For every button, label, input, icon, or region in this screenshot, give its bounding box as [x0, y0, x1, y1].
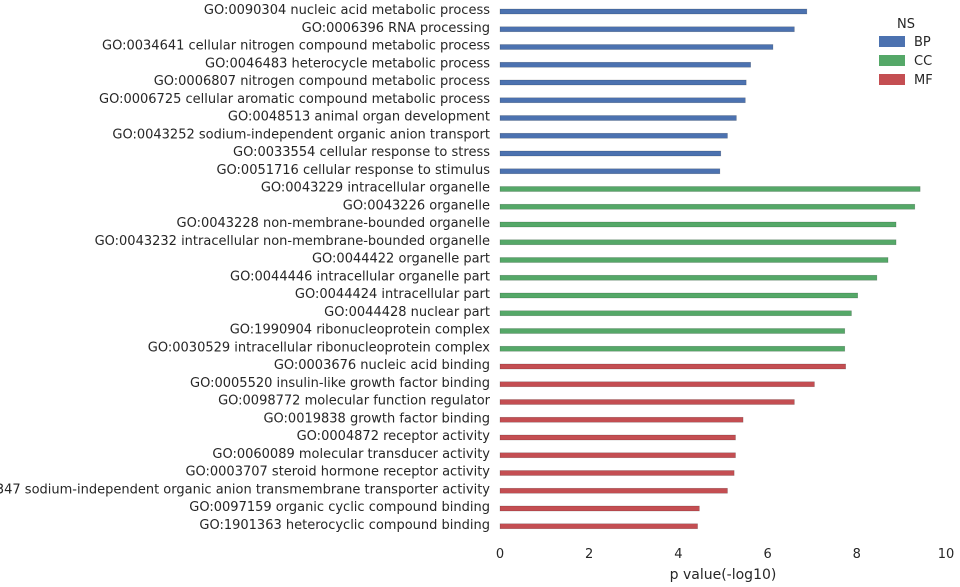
category-label: GO:1901363 heterocyclic compound binding — [199, 518, 490, 533]
category-label: GO:0030529 intracellular ribonucleoprote… — [148, 340, 491, 355]
legend-label: BP — [914, 35, 931, 50]
bar-cc — [499, 186, 921, 192]
bar-cc — [499, 292, 858, 299]
legend-swatch-bp — [879, 36, 905, 47]
category-label: GO:0043229 intracellular organelle — [261, 181, 490, 196]
category-labels-layer: GO:0090304 nucleic acid metabolic proces… — [0, 3, 491, 533]
bar-cc — [499, 221, 897, 228]
bar-cc — [499, 257, 889, 263]
bar-mf — [499, 399, 795, 405]
category-label: GO:0048513 animal organ development — [228, 110, 490, 125]
bar-bp — [499, 26, 795, 33]
category-label: GO:0090304 nucleic acid metabolic proces… — [204, 3, 490, 18]
category-label: GO:0044428 nuclear part — [324, 305, 490, 320]
category-label: GO:0046483 heterocycle metabolic process — [205, 56, 490, 71]
x-tick-label: 10 — [938, 547, 955, 562]
x-tick-labels-layer: 0 2 4 6 8 10 — [496, 547, 954, 562]
bar-bp — [499, 97, 746, 104]
bar-mf — [499, 381, 815, 388]
category-label: GO:0043228 non-membrane-bounded organell… — [177, 216, 491, 231]
bar-mf — [499, 452, 736, 459]
bar-cc — [499, 239, 897, 246]
x-tick-label: 8 — [853, 547, 861, 562]
category-label: GO:0044424 intracellular part — [295, 287, 490, 302]
bar-bp — [499, 115, 737, 121]
bars-layer — [499, 8, 921, 530]
category-label: GO:0004872 receptor activity — [297, 429, 491, 444]
x-tick-label: 6 — [763, 547, 771, 562]
bar-bp — [499, 44, 774, 50]
legend: NS BP CC MF — [879, 17, 933, 88]
category-label: GO:0005520 insulin-like growth factor bi… — [190, 376, 490, 391]
bar-mf — [499, 363, 846, 370]
bar-mf — [499, 505, 700, 512]
category-label: GO:0051716 cellular response to stimulus — [216, 163, 490, 178]
legend-label: CC — [914, 54, 932, 69]
x-tick-label: 2 — [585, 547, 593, 562]
category-label: GO:0006396 RNA processing — [302, 21, 490, 36]
bar-bp — [499, 168, 721, 175]
category-label: GO:0098772 molecular function regulator — [218, 394, 491, 409]
category-label: GO:0015347 sodium-independent organic an… — [0, 482, 490, 497]
x-tick-label: 0 — [496, 547, 504, 562]
category-label: GO:1990904 ribonucleoprotein complex — [230, 323, 491, 338]
legend-label: MF — [914, 73, 933, 88]
category-label: GO:0043252 sodium-independent organic an… — [112, 127, 490, 142]
x-tick-label: 4 — [674, 547, 682, 562]
category-label: GO:0006725 cellular aromatic compound me… — [99, 92, 490, 107]
bar-cc — [499, 345, 846, 352]
bar-bp — [499, 79, 747, 86]
category-label: GO:0060089 molecular transducer activity — [212, 447, 490, 462]
legend-swatch-mf — [879, 74, 905, 85]
category-label: GO:0043226 organelle — [343, 198, 490, 213]
bar-bp — [499, 8, 808, 15]
bar-bp — [499, 150, 722, 157]
x-axis-label: p value(-log10) — [670, 567, 777, 583]
bar-mf — [499, 487, 728, 494]
legend-title: NS — [897, 17, 915, 32]
bar-mf — [499, 470, 735, 476]
category-label: GO:0019838 growth factor binding — [263, 411, 490, 426]
category-label: GO:0003707 steroid hormone receptor acti… — [185, 465, 490, 480]
bar-mf — [499, 416, 744, 423]
bar-cc — [499, 203, 916, 210]
category-label: GO:0044446 intracellular organelle part — [230, 269, 490, 284]
bar-bp — [499, 132, 728, 139]
category-label: GO:0044422 organelle part — [312, 252, 490, 267]
category-label: GO:0006807 nitrogen compound metabolic p… — [154, 74, 491, 89]
bar-mf — [499, 523, 698, 530]
category-label: GO:0034641 cellular nitrogen compound me… — [102, 39, 490, 54]
category-label: GO:0033554 cellular response to stress — [233, 145, 490, 160]
bar-cc — [499, 328, 846, 334]
bar-mf — [499, 434, 736, 441]
category-label: GO:0043232 intracellular non-membrane-bo… — [95, 234, 490, 249]
legend-entries: BP CC MF — [879, 35, 933, 88]
category-label: GO:0003676 nucleic acid binding — [274, 358, 490, 373]
bar-bp — [499, 61, 751, 68]
bar-cc — [499, 310, 852, 317]
category-label: GO:0097159 organic cyclic compound bindi… — [189, 500, 490, 515]
legend-swatch-cc — [879, 55, 905, 66]
bar-cc — [499, 274, 878, 281]
